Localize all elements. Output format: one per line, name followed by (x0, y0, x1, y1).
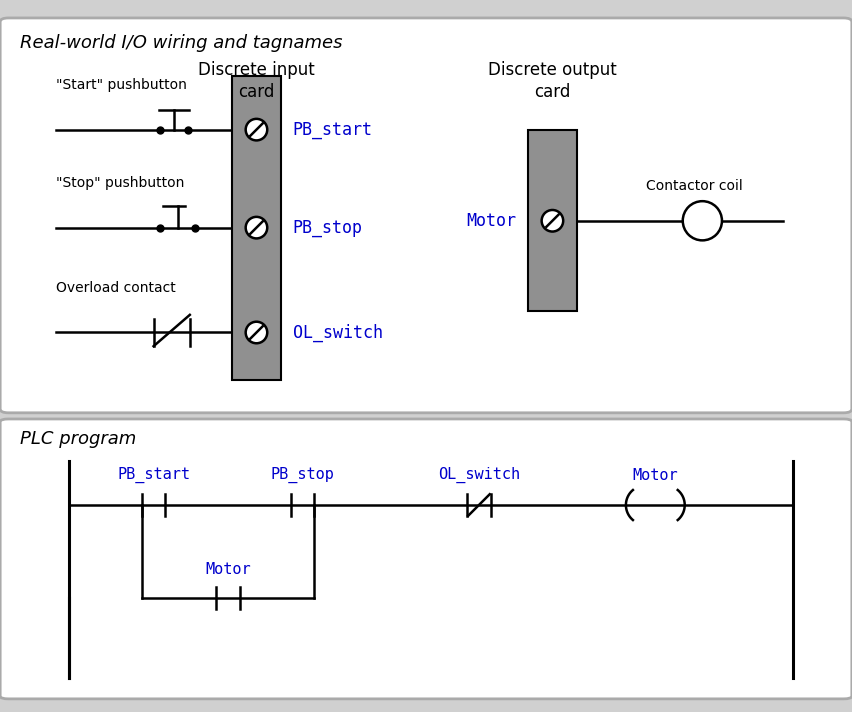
FancyBboxPatch shape (0, 18, 852, 413)
Circle shape (682, 201, 722, 241)
Circle shape (245, 322, 268, 343)
Text: PB_start: PB_start (117, 467, 190, 483)
Text: PB_stop: PB_stop (293, 219, 363, 236)
Text: PB_start: PB_start (293, 120, 372, 139)
Circle shape (245, 119, 268, 140)
Text: Discrete input
card: Discrete input card (198, 61, 315, 101)
Bar (528, 130, 577, 311)
Bar (232, 75, 281, 379)
Text: PB_stop: PB_stop (271, 467, 335, 483)
Circle shape (245, 217, 268, 239)
Text: Contactor coil: Contactor coil (646, 179, 743, 194)
Text: Motor: Motor (632, 468, 678, 483)
Text: OL_switch: OL_switch (293, 323, 383, 342)
Text: Motor: Motor (466, 211, 516, 230)
Text: Overload contact: Overload contact (55, 281, 176, 295)
Text: "Stop" pushbutton: "Stop" pushbutton (55, 177, 184, 190)
Text: OL_switch: OL_switch (438, 467, 520, 483)
FancyBboxPatch shape (0, 419, 852, 699)
Text: Real-world I/O wiring and tagnames: Real-world I/O wiring and tagnames (20, 33, 343, 51)
Text: "Start" pushbutton: "Start" pushbutton (55, 78, 187, 93)
Circle shape (542, 210, 563, 231)
Text: PLC program: PLC program (20, 429, 136, 448)
Text: Motor: Motor (205, 562, 250, 577)
Text: Discrete output
card: Discrete output card (488, 61, 617, 101)
